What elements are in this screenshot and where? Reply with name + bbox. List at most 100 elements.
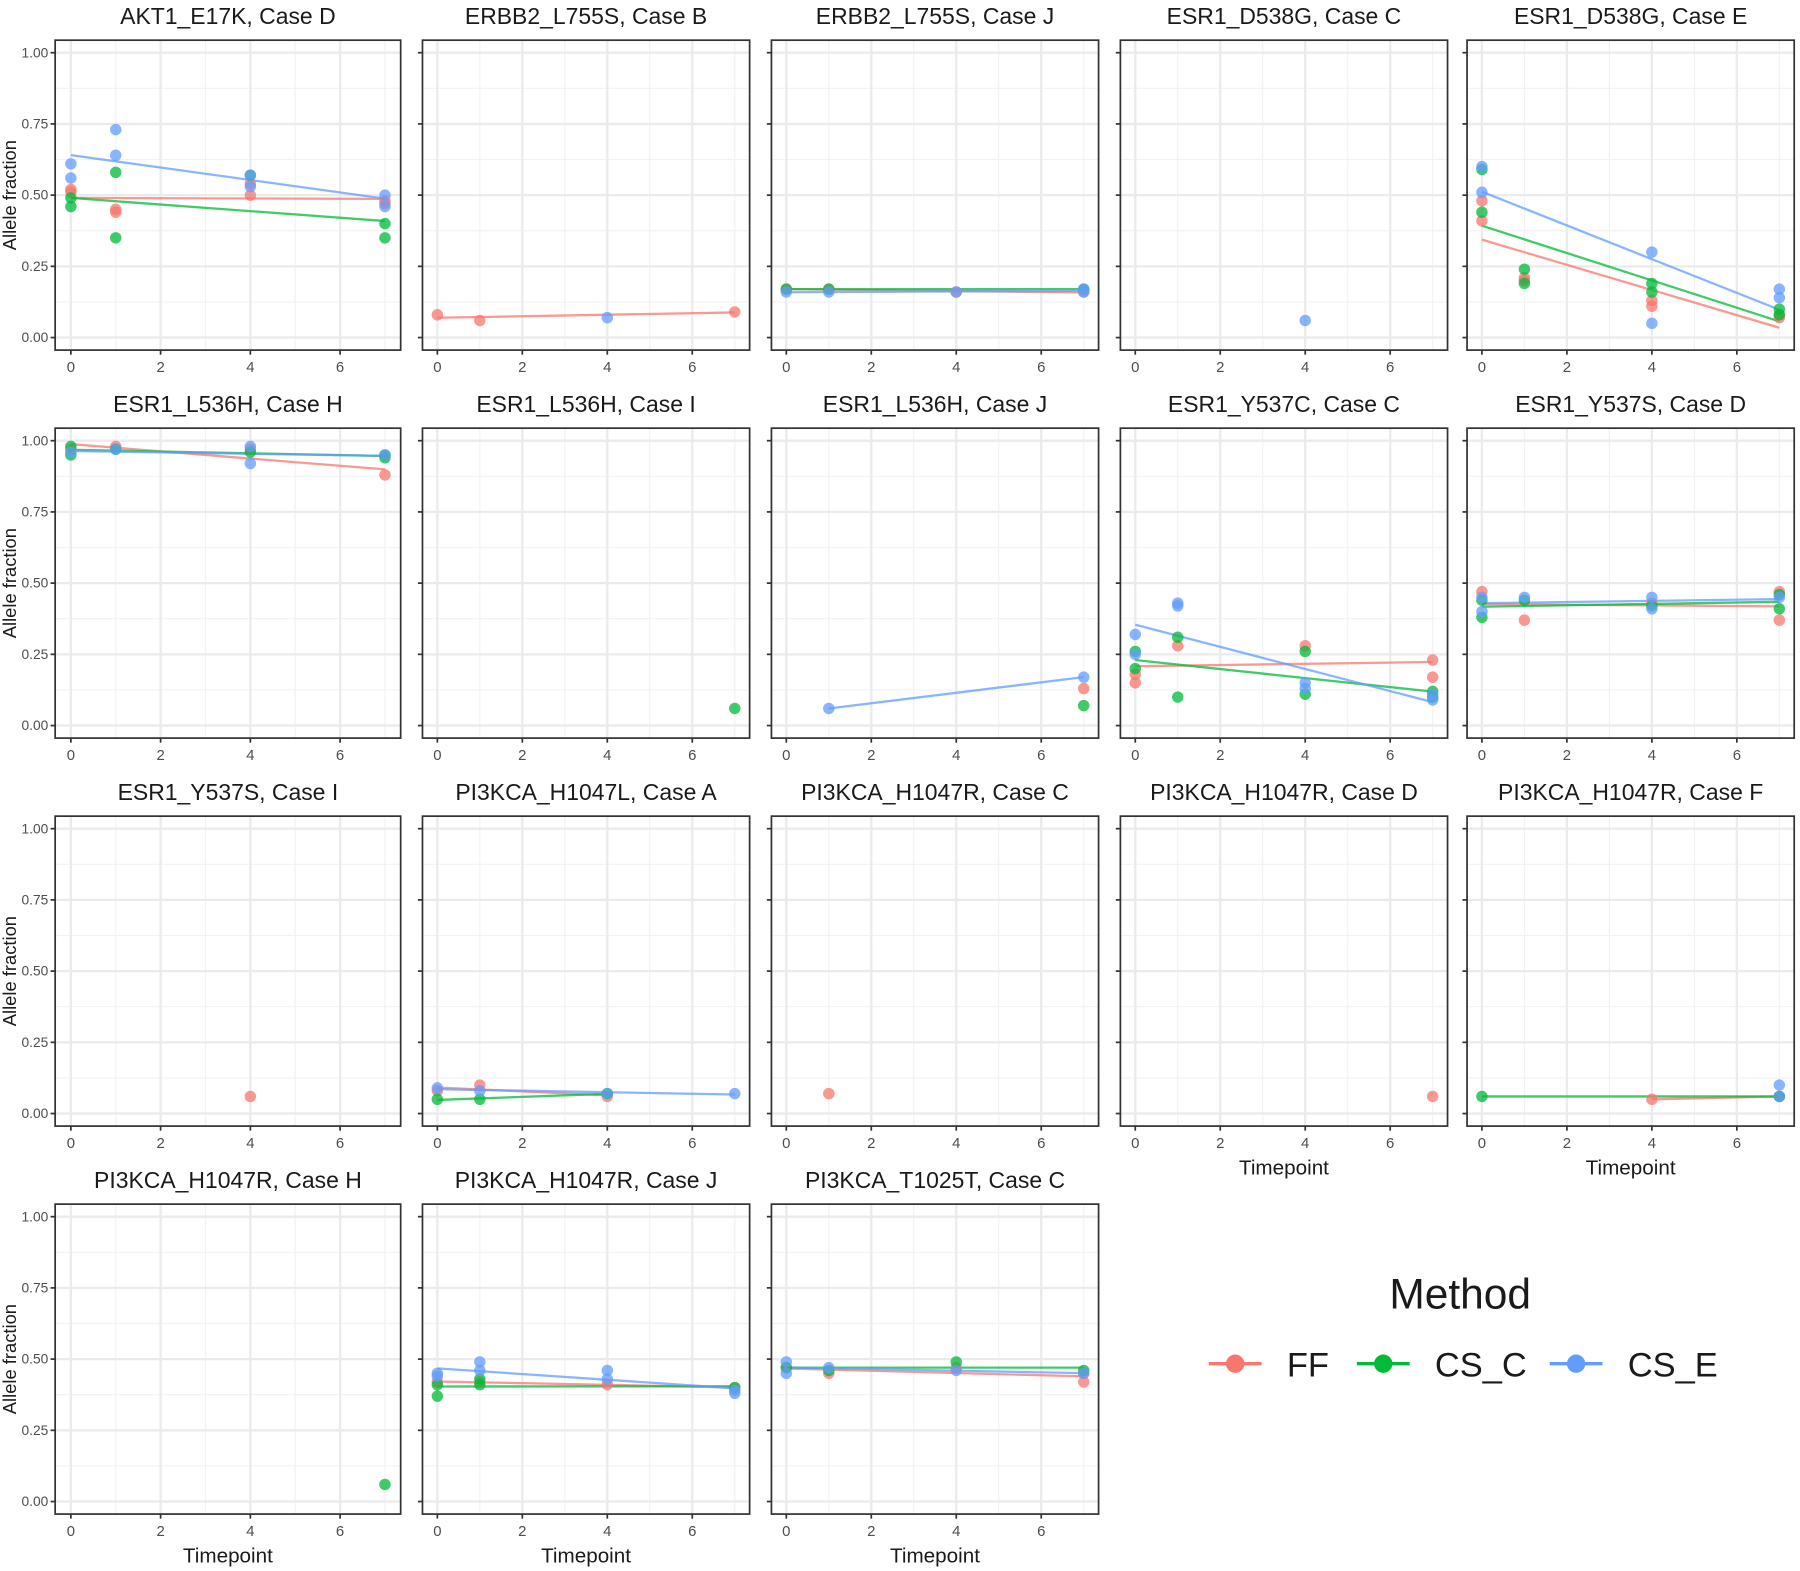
- data-point-cs_e: [1773, 591, 1786, 604]
- panel-title: PI3KCA_H1047R, Case D: [1150, 779, 1418, 805]
- data-point-cs_c: [1172, 691, 1184, 703]
- x-tick-label: 2: [867, 359, 875, 376]
- data-point-cs_e: [780, 1356, 793, 1368]
- x-tick-label: 6: [1037, 1523, 1045, 1540]
- data-point-cs_c: [109, 166, 122, 179]
- x-tick-label: 4: [1648, 359, 1656, 376]
- facet-panel: PI3KCA_H1047L, Case A 0 2 4 6: [417, 779, 751, 1152]
- x-tick-label: 4: [1301, 747, 1309, 764]
- x-tick-label: 2: [867, 747, 875, 764]
- fit-line-cs_e: [437, 1367, 735, 1390]
- x-tick-label: 2: [867, 1135, 875, 1152]
- y-axis-label: Allele fraction: [0, 1304, 20, 1414]
- x-tick-label: 6: [1386, 1135, 1394, 1152]
- fit-line-cs_c: [437, 1092, 608, 1102]
- data-point-cs_e: [1646, 591, 1658, 604]
- panel-title: ESR1_Y537S, Case I: [118, 779, 339, 805]
- legend-key-point: [1374, 1354, 1393, 1373]
- data-point-cs_e: [1646, 603, 1658, 615]
- data-point-cs_e: [474, 1085, 486, 1097]
- fit-line-ff: [70, 196, 385, 201]
- fit-line-ff: [70, 442, 386, 471]
- y-tick-label: 0.00: [21, 1494, 48, 1509]
- x-tick-label: 4: [246, 359, 254, 376]
- data-point-cs_e: [244, 457, 257, 470]
- facet-panel: ESR1_L536H, Case I 0 2 4 6: [417, 391, 751, 764]
- facet-panel: PI3KCA_H1047R, Case H 0.00 0.25 0.50 0.75 1.0…: [0, 1167, 402, 1567]
- fit-line-cs_e: [70, 153, 386, 200]
- facet-panel: ERBB2_L755S, Case J 0 2 4 6: [766, 3, 1100, 376]
- panel-title: ESR1_D538G, Case E: [1514, 3, 1747, 29]
- fit-line-cs_e: [1481, 190, 1780, 311]
- x-tick-label: 4: [1301, 1135, 1309, 1152]
- data-point-cs_e: [65, 446, 77, 458]
- panel-title: ERBB2_L755S, Case J: [816, 3, 1054, 29]
- y-tick-label: 1.00: [21, 1209, 48, 1224]
- fit-line-ff: [437, 311, 735, 319]
- x-tick-label: 4: [603, 1523, 611, 1540]
- data-point-ff: [823, 1087, 835, 1100]
- y-axis-label: Allele fraction: [0, 528, 20, 638]
- x-tick-label: 6: [336, 359, 344, 376]
- data-point-cs_c: [474, 1093, 486, 1106]
- data-point-cs_e: [823, 286, 835, 298]
- x-tick-label: 0: [67, 1135, 75, 1152]
- data-point-cs_e: [1476, 160, 1488, 173]
- facet-panel: ESR1_L536H, Case J 0 2 4 6: [766, 391, 1100, 764]
- legend-label: CS_C: [1435, 1346, 1527, 1384]
- x-tick-label: 6: [688, 359, 696, 376]
- data-point-cs_c: [379, 1478, 391, 1491]
- x-tick-label: 0: [67, 359, 75, 376]
- legend-key-point: [1226, 1354, 1245, 1373]
- data-point-cs_c: [950, 1356, 962, 1368]
- data-point-cs_e: [1773, 283, 1786, 295]
- data-point-ff: [1129, 677, 1142, 689]
- data-point-ff: [1077, 682, 1090, 695]
- fit-line-cs_c: [1135, 658, 1433, 693]
- fit-line-cs_e: [786, 289, 1084, 294]
- y-tick-label: 0.50: [21, 1352, 48, 1367]
- data-point-cs_e: [109, 123, 122, 136]
- data-point-ff: [244, 189, 257, 201]
- data-point-cs_e: [109, 149, 122, 161]
- data-point-cs_e: [1077, 1367, 1090, 1380]
- fit-line-cs_e: [1134, 623, 1433, 704]
- data-point-ff: [1426, 654, 1439, 666]
- facet-panel: ESR1_Y537S, Case D 0 2 4 6: [1462, 391, 1796, 764]
- fit-line-cs_e: [70, 449, 385, 458]
- panel-title: ESR1_L536H, Case I: [476, 391, 695, 417]
- data-point-cs_e: [1129, 628, 1142, 641]
- x-tick-label: 6: [1386, 359, 1394, 376]
- y-tick-label: 0.75: [21, 1280, 48, 1295]
- fit-line-cs_e: [786, 1366, 1084, 1375]
- x-tick-label: 2: [1216, 1135, 1224, 1152]
- x-tick-label: 0: [433, 747, 441, 764]
- data-point-cs_c: [431, 1390, 444, 1402]
- x-tick-label: 4: [603, 747, 611, 764]
- x-axis-label: Timepoint: [890, 1544, 980, 1567]
- x-tick-label: 6: [1733, 1135, 1741, 1152]
- data-point-cs_c: [1476, 206, 1488, 218]
- data-point-cs_e: [379, 449, 391, 461]
- panel-title: PI3KCA_H1047R, Case C: [801, 779, 1069, 805]
- panel-title: AKT1_E17K, Case D: [120, 3, 335, 29]
- x-tick-label: 6: [1037, 747, 1045, 764]
- panel-title: PI3KCA_T1025T, Case C: [805, 1167, 1065, 1193]
- panel-title: PI3KCA_H1047R, Case F: [1498, 779, 1763, 805]
- legend-label: CS_E: [1628, 1346, 1718, 1384]
- data-point-cs_e: [601, 1087, 614, 1100]
- facet-panel: ESR1_D538G, Case C 0 2 4 6: [1115, 3, 1449, 376]
- x-tick-label: 2: [518, 747, 526, 764]
- x-tick-label: 6: [336, 1523, 344, 1540]
- data-point-cs_e: [1476, 186, 1488, 199]
- data-point-cs_e: [729, 1087, 741, 1100]
- data-point-cs_e: [1773, 291, 1786, 304]
- data-point-cs_c: [431, 1093, 444, 1106]
- x-tick-label: 0: [1131, 1135, 1139, 1152]
- data-point-ff: [1773, 614, 1786, 626]
- x-axis-label: Timepoint: [1239, 1156, 1329, 1179]
- data-point-cs_c: [65, 200, 77, 213]
- x-tick-label: 6: [1037, 1135, 1045, 1152]
- legend-entry-cs_c: CS_C: [1356, 1346, 1527, 1384]
- data-point-cs_e: [244, 180, 257, 193]
